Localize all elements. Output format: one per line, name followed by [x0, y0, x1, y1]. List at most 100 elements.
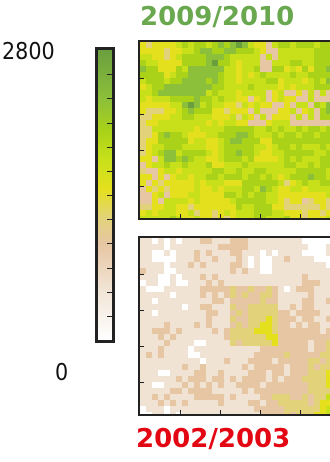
heatmap-cell: [266, 358, 272, 364]
heatmap-cell: [140, 78, 146, 84]
heatmap-cell: [266, 388, 272, 394]
heatmap-cell: [200, 126, 206, 132]
heatmap-cell: [218, 310, 224, 316]
heatmap-cell: [290, 376, 296, 382]
heatmap-cell: [254, 280, 260, 286]
panel-axis-tick: [140, 274, 144, 275]
heatmap-cell: [320, 198, 326, 204]
heatmap-cell: [326, 156, 330, 162]
heatmap-cell: [158, 394, 164, 400]
heatmap-cell: [218, 216, 224, 218]
heatmap-cell: [266, 150, 272, 156]
heatmap-cell: [254, 102, 260, 108]
heatmap-cell: [236, 274, 242, 280]
heatmap-cell: [278, 156, 284, 162]
heatmap-cell: [146, 108, 152, 114]
heatmap-cell: [266, 274, 272, 280]
heatmap-cell: [182, 388, 188, 394]
heatmap-cell: [236, 388, 242, 394]
heatmap-cell: [164, 120, 170, 126]
heatmap-panel-2002-2003: [138, 236, 330, 416]
heatmap-cell: [284, 102, 290, 108]
heatmap-cell: [290, 102, 296, 108]
heatmap-cell: [176, 42, 182, 48]
heatmap-cell: [182, 162, 188, 168]
heatmap-cell: [194, 388, 200, 394]
heatmap-cell: [260, 96, 266, 102]
heatmap-cell: [194, 370, 200, 376]
heatmap-cell: [248, 292, 254, 298]
heatmap-cell: [242, 412, 248, 414]
heatmap-cell: [302, 138, 308, 144]
heatmap-cell: [266, 364, 272, 370]
heatmap-cell: [242, 376, 248, 382]
heatmap-cell: [146, 42, 152, 48]
heatmap-cell: [188, 66, 194, 72]
heatmap-cell: [146, 364, 152, 370]
heatmap-cell: [320, 120, 326, 126]
heatmap-cell: [248, 280, 254, 286]
heatmap-cell: [242, 322, 248, 328]
heatmap-cell: [260, 120, 266, 126]
heatmap-cell: [140, 84, 146, 90]
heatmap-cell: [152, 310, 158, 316]
heatmap-cell: [200, 364, 206, 370]
heatmap-cell: [224, 382, 230, 388]
heatmap-cell: [320, 304, 326, 310]
heatmap-cell: [188, 250, 194, 256]
heatmap-cell: [254, 78, 260, 84]
heatmap-cell: [170, 150, 176, 156]
heatmap-cell: [242, 84, 248, 90]
heatmap-cell: [158, 216, 164, 218]
heatmap-cell: [182, 84, 188, 90]
heatmap-cell: [272, 256, 278, 262]
heatmap-cell: [218, 66, 224, 72]
heatmap-cell: [284, 370, 290, 376]
heatmap-cell: [260, 66, 266, 72]
heatmap-cell: [152, 364, 158, 370]
heatmap-cell: [284, 274, 290, 280]
heatmap-cell: [182, 54, 188, 60]
heatmap-cell: [326, 352, 330, 358]
heatmap-cell: [254, 286, 260, 292]
heatmap-cell: [230, 138, 236, 144]
heatmap-cell: [218, 352, 224, 358]
heatmap-cell: [140, 358, 146, 364]
heatmap-cell: [230, 162, 236, 168]
heatmap-cell: [200, 274, 206, 280]
heatmap-cell: [314, 280, 320, 286]
heatmap-cell: [140, 280, 146, 286]
heatmap-cell: [236, 84, 242, 90]
heatmap-cell: [236, 90, 242, 96]
heatmap-cell: [152, 210, 158, 216]
heatmap-cell: [272, 250, 278, 256]
heatmap-cell: [230, 54, 236, 60]
heatmap-cell: [164, 412, 170, 414]
heatmap-cell: [254, 48, 260, 54]
heatmap-cell: [230, 274, 236, 280]
heatmap-cell: [266, 340, 272, 346]
heatmap-cell: [278, 346, 284, 352]
heatmap-cell: [284, 256, 290, 262]
heatmap-cell: [296, 280, 302, 286]
heatmap-cell: [326, 370, 330, 376]
panel-axis-tick: [140, 310, 144, 311]
heatmap-cell: [176, 364, 182, 370]
colorbar-tick: [107, 74, 112, 76]
heatmap-cell: [188, 370, 194, 376]
heatmap-cell: [140, 346, 146, 352]
heatmap-cell: [176, 132, 182, 138]
heatmap-cell: [272, 358, 278, 364]
heatmap-cell: [326, 96, 330, 102]
heatmap-cell: [254, 370, 260, 376]
heatmap-cell: [230, 90, 236, 96]
heatmap-cell: [314, 358, 320, 364]
heatmap-cell: [212, 292, 218, 298]
heatmap-cell: [140, 168, 146, 174]
heatmap-cell: [188, 292, 194, 298]
heatmap-cell: [212, 120, 218, 126]
heatmap-cell: [290, 364, 296, 370]
heatmap-cell: [224, 168, 230, 174]
heatmap-cell: [224, 412, 230, 414]
heatmap-cell: [152, 412, 158, 414]
